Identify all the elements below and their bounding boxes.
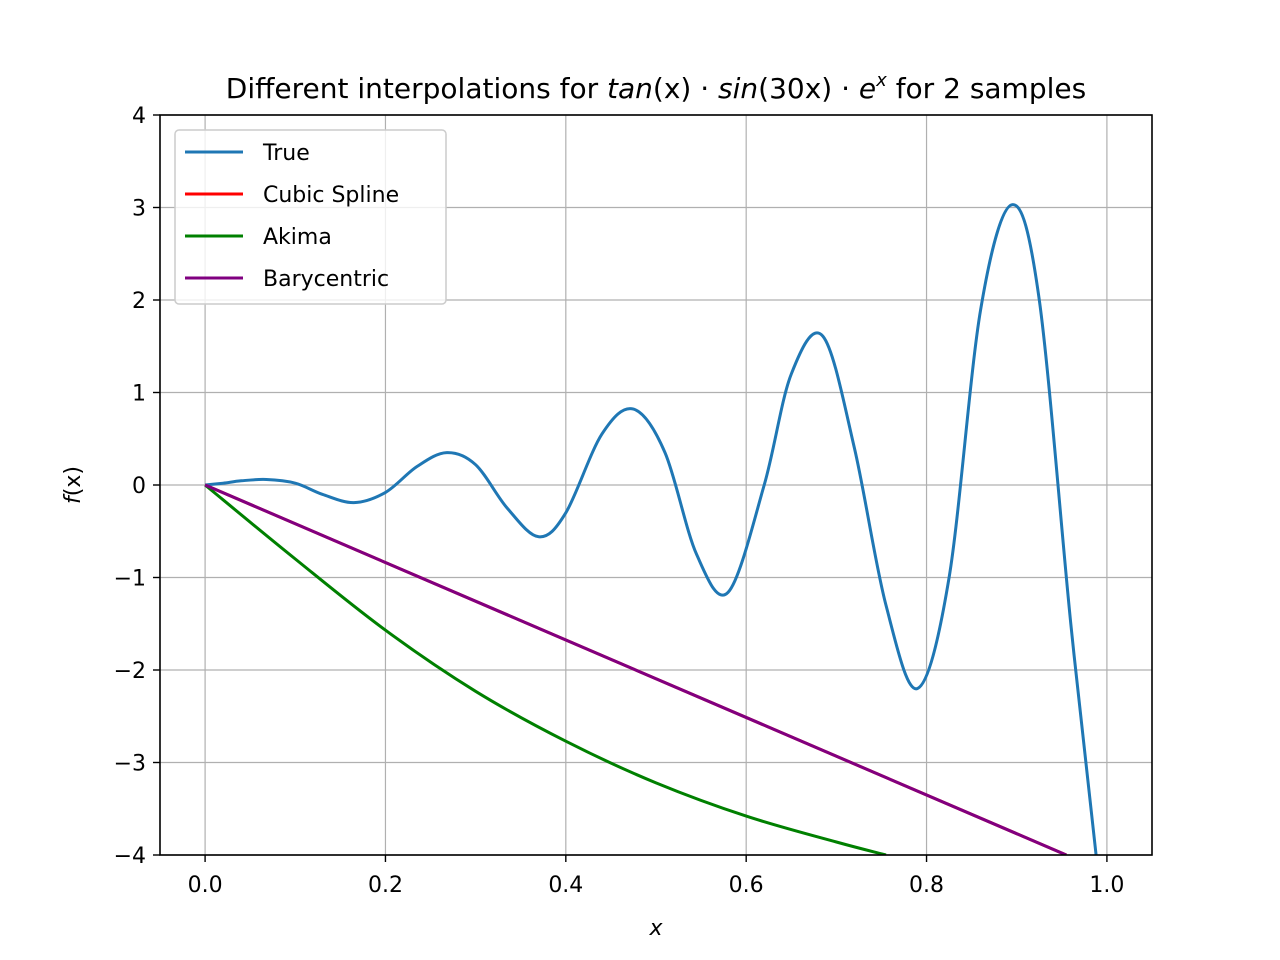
series-line-akima bbox=[204, 483, 887, 855]
y-tick-label: 4 bbox=[132, 104, 146, 129]
x-axis-label: x bbox=[648, 916, 663, 941]
y-tick-label: −1 bbox=[114, 567, 146, 592]
x-tick-label: 0.2 bbox=[368, 873, 403, 898]
y-tick-label: 0 bbox=[132, 474, 146, 499]
legend-label-true: True bbox=[262, 141, 310, 166]
legend-box bbox=[174, 129, 447, 305]
x-tick-label: 0.8 bbox=[909, 873, 944, 898]
chart-title: Different interpolations for tan(x) · si… bbox=[226, 70, 1086, 105]
legend-label-cubic-spline: Cubic Spline bbox=[263, 183, 399, 208]
y-tick-label: −4 bbox=[114, 844, 146, 869]
legend-label-akima: Akima bbox=[263, 225, 332, 250]
x-tick-label: 1.0 bbox=[1089, 873, 1124, 898]
legend-label-barycentric: Barycentric bbox=[263, 267, 389, 292]
x-tick-label: 0.6 bbox=[729, 873, 764, 898]
x-axis-ticks: 0.0 0.2 0.4 0.6 0.8 1.0 bbox=[188, 855, 1124, 898]
legend: True Cubic Spline Akima Barycentric bbox=[174, 129, 447, 305]
y-axis-label: f(x) bbox=[61, 466, 86, 504]
series-line-barycentric bbox=[204, 483, 1067, 855]
x-tick-label: 0.0 bbox=[188, 873, 223, 898]
y-axis-ticks: −4 −3 −2 −1 0 1 2 3 4 bbox=[114, 104, 160, 869]
y-tick-label: 3 bbox=[132, 197, 146, 222]
y-tick-label: −3 bbox=[114, 752, 146, 777]
y-tick-label: 2 bbox=[132, 289, 146, 314]
series-line-true bbox=[204, 203, 1098, 855]
y-tick-label: 1 bbox=[132, 382, 146, 407]
y-tick-label: −2 bbox=[114, 659, 146, 684]
x-tick-label: 0.4 bbox=[548, 873, 583, 898]
grid bbox=[160, 114, 1152, 856]
series-group bbox=[204, 203, 1098, 855]
